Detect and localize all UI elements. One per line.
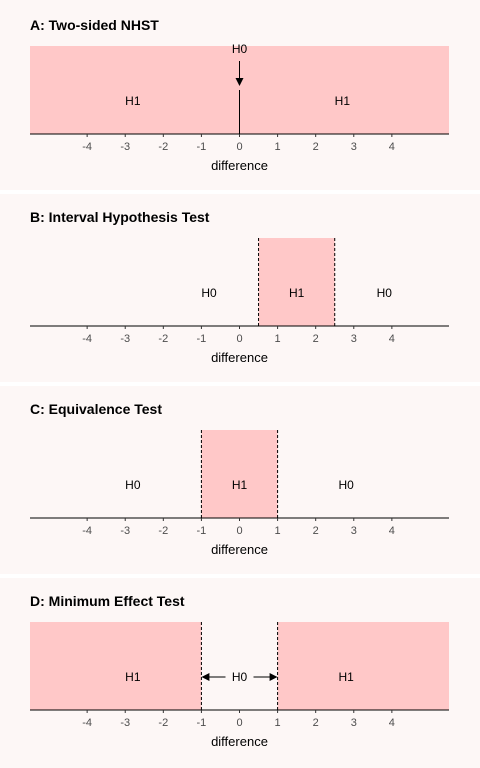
hypothesis-label: H1: [335, 94, 351, 108]
hypothesis-label: H1: [289, 286, 305, 300]
x-tick-label: 3: [351, 717, 357, 729]
hypothesis-label: H1: [125, 94, 141, 108]
panel-d: D: Minimum Effect Test H1 H0 H1 -4 -3 -2 -1 0 1 2 3…: [0, 574, 480, 749]
x-tick-label: -1: [197, 717, 207, 729]
hypothesis-label: H0: [377, 286, 393, 300]
x-axis-label: difference: [211, 350, 268, 365]
x-tick-label: 3: [351, 525, 357, 537]
hypothesis-label: H0: [338, 478, 354, 492]
x-tick-label: -3: [120, 525, 130, 537]
x-tick-label: 0: [236, 525, 242, 537]
x-axis-label: difference: [211, 542, 268, 557]
x-tick-label: 4: [389, 333, 395, 345]
hypothesis-label: H0: [232, 670, 248, 684]
x-tick-label: -4: [82, 141, 92, 153]
x-tick-label: 3: [351, 333, 357, 345]
x-tick-label: -4: [82, 333, 92, 345]
x-tick-label: -1: [197, 333, 207, 345]
panel-title: D: Minimum Effect Test: [30, 593, 185, 609]
x-tick-label: 1: [275, 333, 281, 345]
x-tick-label: 2: [313, 717, 319, 729]
x-tick-label: 1: [275, 525, 281, 537]
hypothesis-label: H1: [338, 670, 354, 684]
x-tick-label: -2: [158, 525, 168, 537]
hypothesis-label: H1: [125, 670, 141, 684]
x-tick-label: -2: [158, 717, 168, 729]
x-axis-label: difference: [211, 734, 268, 749]
x-tick-label: 3: [351, 141, 357, 153]
x-tick-label: -3: [120, 333, 130, 345]
hypothesis-label: H0: [125, 478, 141, 492]
hypothesis-label: H0: [232, 42, 248, 56]
panel-separator: [0, 574, 480, 578]
x-tick-label: -2: [158, 141, 168, 153]
x-tick-label: 1: [275, 717, 281, 729]
hypothesis-label: H0: [201, 286, 217, 300]
x-tick-label: 0: [236, 717, 242, 729]
x-tick-label: 1: [275, 141, 281, 153]
x-tick-label: -3: [120, 141, 130, 153]
x-tick-label: -1: [197, 141, 207, 153]
h1-region: [30, 622, 202, 710]
panel-title: A: Two-sided NHST: [30, 17, 159, 33]
panel-separator: [0, 382, 480, 386]
panel-title: B: Interval Hypothesis Test: [30, 209, 210, 225]
x-tick-label: 0: [236, 141, 242, 153]
h1-region: [277, 622, 449, 710]
panel-title: C: Equivalence Test: [30, 401, 162, 417]
x-tick-label: 2: [313, 525, 319, 537]
h1-region: [258, 238, 335, 326]
panel-separator: [0, 190, 480, 194]
panel-b: B: Interval Hypothesis Test H0 H1 H0 -4 -3 -2 -…: [0, 190, 480, 365]
x-axis-label: difference: [211, 158, 268, 173]
h1-region: [201, 430, 278, 518]
panel-c: C: Equivalence Test H0 H1 H0 -4 -3 -2 -1 0 1 2 3 4 di…: [0, 382, 480, 557]
hypothesis-label: H1: [232, 478, 248, 492]
x-tick-label: -3: [120, 717, 130, 729]
x-tick-label: 2: [313, 333, 319, 345]
x-tick-label: -2: [158, 333, 168, 345]
x-tick-label: 0: [236, 333, 242, 345]
x-tick-label: 2: [313, 141, 319, 153]
x-tick-label: 4: [389, 141, 395, 153]
x-tick-label: 4: [389, 717, 395, 729]
x-tick-label: -4: [82, 717, 92, 729]
x-tick-label: 4: [389, 525, 395, 537]
x-tick-label: -1: [197, 525, 207, 537]
x-tick-label: -4: [82, 525, 92, 537]
panel-a: A: Two-sided NHST H1 H1 H0 -4 -3 -2 -1 0 1 2 3 4 diff…: [30, 17, 449, 173]
